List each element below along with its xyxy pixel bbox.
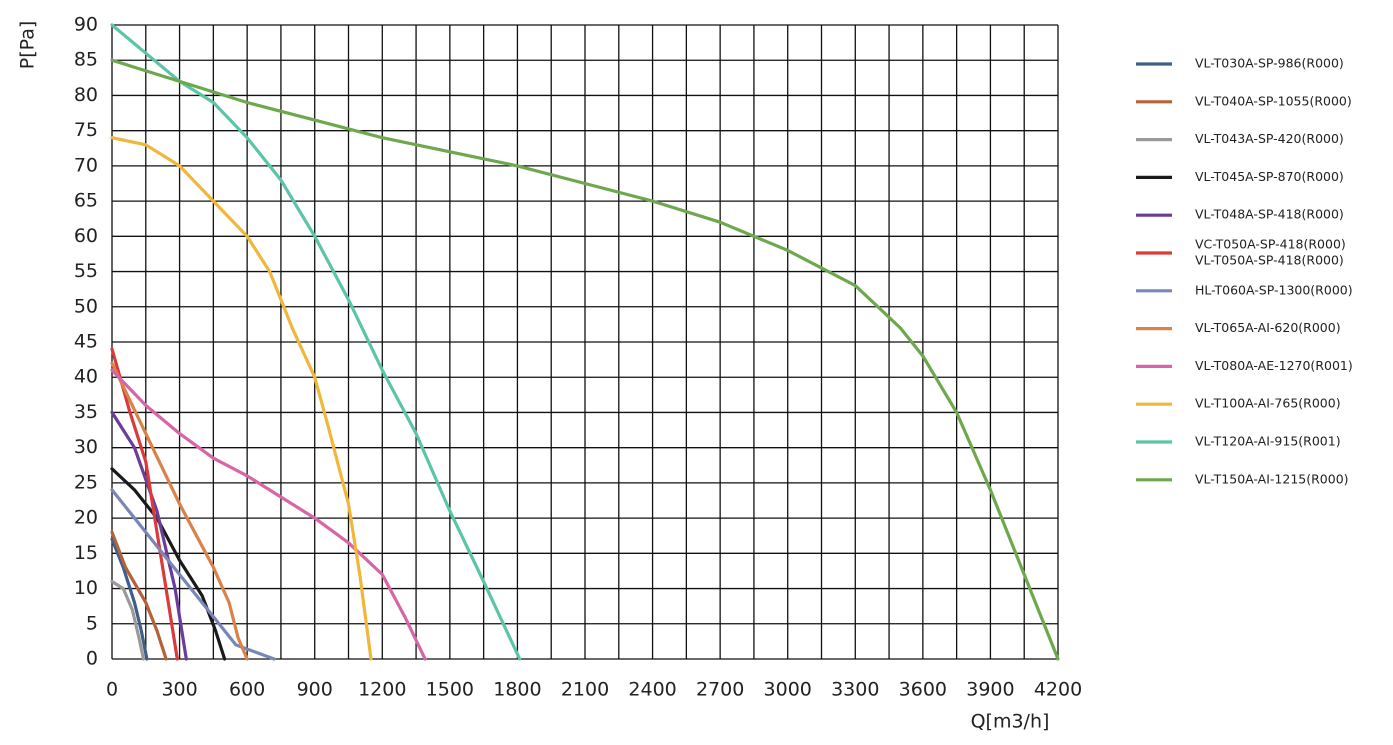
y-tick-label: 25	[74, 471, 98, 493]
series-line	[110, 361, 249, 661]
x-tick-label: 3000	[764, 679, 812, 701]
y-tick-label: 5	[86, 612, 98, 634]
x-tick-label: 2400	[628, 679, 676, 701]
y-tick-label: 65	[74, 190, 98, 212]
x-tick-label: 1500	[426, 679, 474, 701]
y-tick-label: 70	[74, 154, 98, 176]
x-tick-label: 2700	[696, 679, 744, 701]
x-tick-label: 600	[229, 679, 265, 701]
y-tick-label: 0	[86, 648, 98, 670]
legend-label: VC-T050A-SP-418(R000)	[1195, 237, 1346, 252]
y-tick-label: 80	[74, 84, 98, 106]
series-line	[110, 410, 188, 661]
x-tick-label: 0	[106, 679, 118, 701]
y-tick-label: 20	[74, 507, 98, 529]
legend-label: VL-T050A-SP-418(R000)	[1195, 253, 1344, 268]
legend-label: HL-T060A-SP-1300(R000)	[1195, 282, 1353, 297]
legend-label: VL-T065A-AI-620(R000)	[1195, 320, 1341, 335]
y-tick-label: 50	[74, 295, 98, 317]
legend-label: VL-T045A-SP-870(R000)	[1195, 169, 1344, 184]
series-line	[110, 530, 168, 661]
x-tick-label: 3600	[899, 679, 947, 701]
y-tick-label: 40	[74, 366, 98, 388]
y-tick-label: 10	[74, 577, 98, 599]
y-tick-label: 55	[74, 260, 98, 282]
x-tick-label: 4200	[1034, 679, 1082, 701]
x-tick-label: 2100	[561, 679, 609, 701]
y-tick-label: 75	[74, 119, 98, 141]
x-tick-label: 300	[161, 679, 197, 701]
legend-label: VL-T100A-AI-765(R000)	[1195, 396, 1341, 411]
y-tick-label: 35	[74, 401, 98, 423]
y-tick-label: 90	[74, 14, 98, 36]
legend-label: VL-T120A-AI-915(R001)	[1195, 434, 1341, 449]
series-line	[110, 537, 149, 661]
y-tick-label: 45	[74, 331, 98, 353]
legend-label: VL-T040A-SP-1055(R000)	[1195, 93, 1352, 108]
y-tick-label: 15	[74, 542, 98, 564]
x-tick-label: 1200	[358, 679, 406, 701]
y-tick-label: 60	[74, 225, 98, 247]
series-line	[110, 368, 427, 661]
legend-label: VL-T048A-SP-418(R000)	[1195, 207, 1344, 222]
y-tick-label: 30	[74, 436, 98, 458]
x-tick-label: 900	[297, 679, 333, 701]
legend-label: VL-T030A-SP-986(R000)	[1195, 56, 1344, 71]
legend-label: VL-T080A-AE-1270(R001)	[1195, 358, 1353, 373]
legend-label: VL-T043A-SP-420(R000)	[1195, 131, 1344, 146]
series-line	[110, 579, 146, 661]
x-tick-label: 3900	[966, 679, 1014, 701]
y-axis-label: P[Pa]	[17, 21, 39, 70]
y-tick-label: 85	[74, 49, 98, 71]
legend-label: VL-T150A-AI-1215(R000)	[1195, 471, 1349, 486]
x-axis-label: Q[m3/h]	[971, 711, 1050, 733]
series-line	[110, 347, 179, 661]
series-line	[110, 136, 373, 661]
series-line	[110, 58, 1060, 661]
x-tick-label: 1800	[493, 679, 541, 701]
series-line	[110, 488, 276, 661]
series-line	[110, 467, 227, 661]
x-tick-label: 3300	[831, 679, 879, 701]
